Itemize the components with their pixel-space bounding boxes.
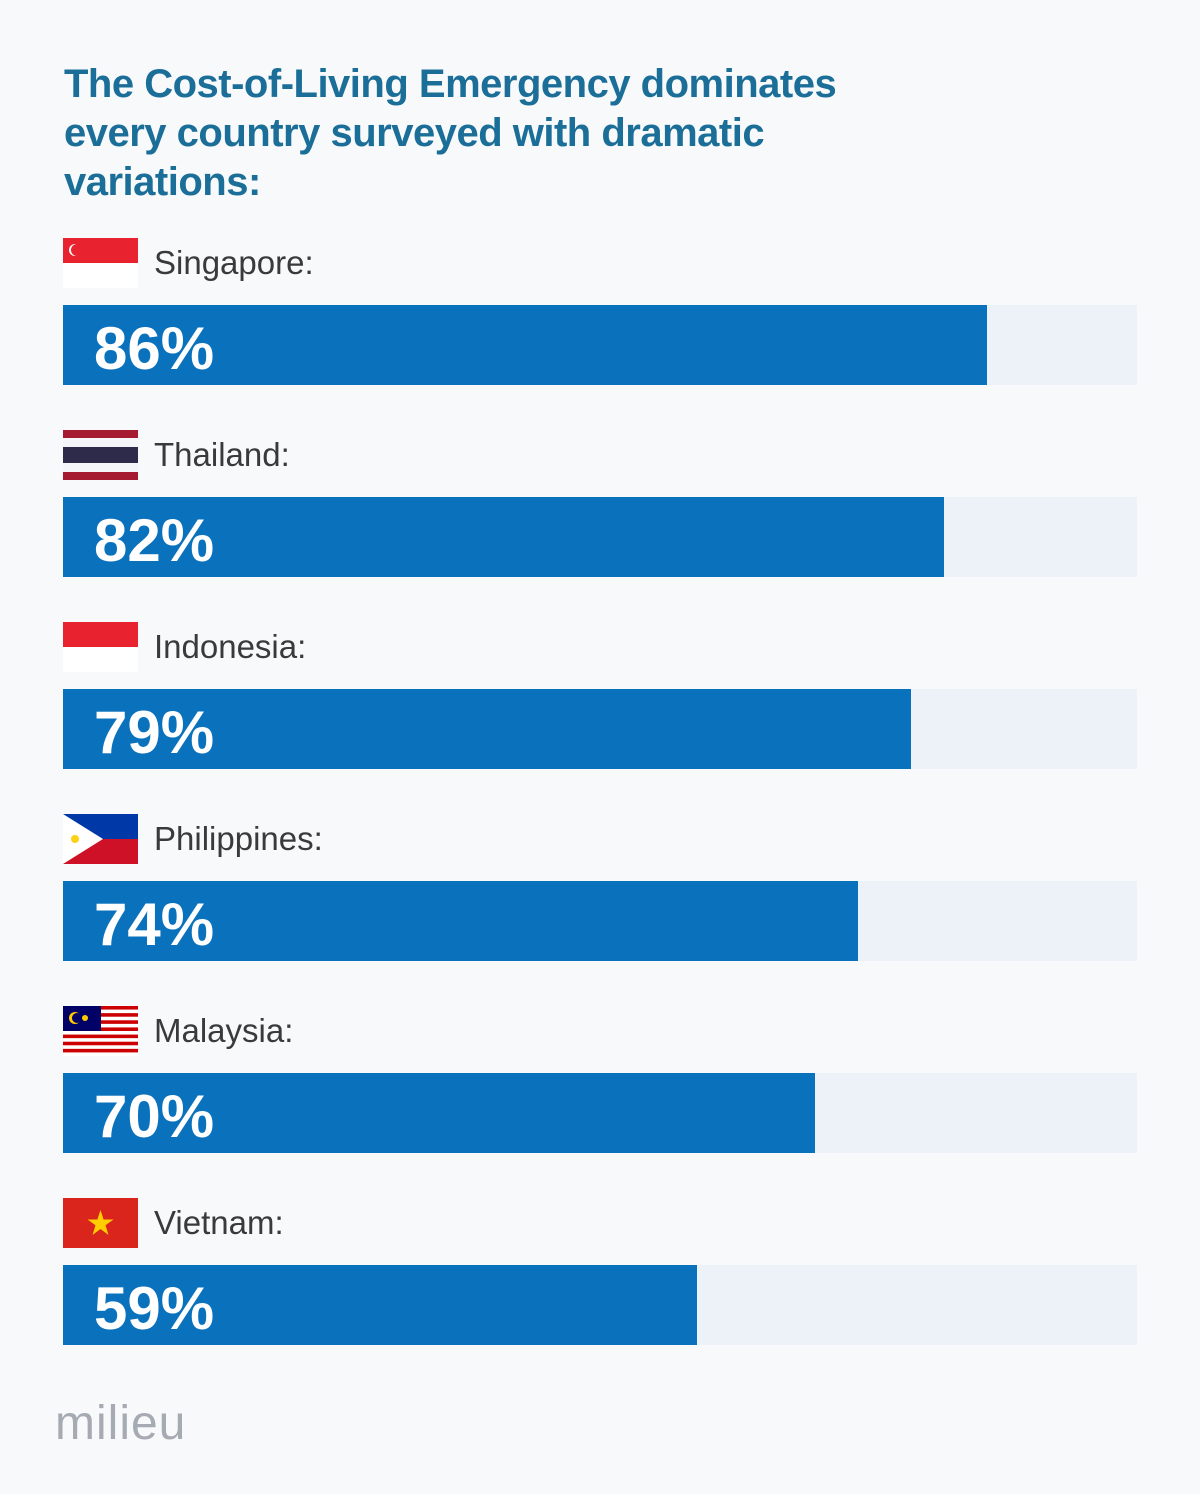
bar-row: Indonesia: 79% <box>63 622 1137 772</box>
value-label: 79% <box>94 699 215 766</box>
singapore-flag-icon <box>63 238 138 288</box>
country-label: Singapore: <box>154 244 314 281</box>
country-label: Thailand: <box>154 436 290 473</box>
country-label: Philippines: <box>154 820 323 857</box>
philippines-flag-icon <box>63 814 138 864</box>
malaysia-flag-icon <box>63 1006 138 1056</box>
bar <box>63 1073 815 1153</box>
bar-row: Thailand: 82% <box>63 430 1137 580</box>
bar-track: 70% <box>63 1073 1137 1153</box>
value-label: 86% <box>94 315 215 382</box>
vietnam-flag-icon <box>63 1198 138 1248</box>
value-label: 70% <box>94 1083 215 1150</box>
bar <box>63 497 944 577</box>
country-label: Vietnam: <box>154 1204 284 1241</box>
bar-row: Philippines: 74% <box>63 814 1137 964</box>
indonesia-flag-icon <box>63 622 138 672</box>
milieu-logo: milieu <box>55 1397 187 1450</box>
bar-track: 74% <box>63 881 1137 961</box>
bar-track: 59% <box>63 1265 1137 1345</box>
bar-track: 79% <box>63 689 1137 769</box>
value-label: 82% <box>94 507 215 574</box>
country-label: Malaysia: <box>154 1012 294 1049</box>
bar <box>63 305 987 385</box>
bar <box>63 881 858 961</box>
bar-track: 82% <box>63 497 1137 577</box>
thailand-flag-icon <box>63 430 138 480</box>
bar-row: Singapore: 86% <box>63 238 1137 388</box>
country-label: Indonesia: <box>154 628 307 665</box>
chart-title: The Cost-of-Living Emergency dominates e… <box>64 62 837 204</box>
bar-row: Malaysia: 70% <box>63 1006 1137 1156</box>
bar <box>63 1265 697 1345</box>
bar-row: Vietnam: 59% <box>63 1198 1137 1348</box>
bar-track: 86% <box>63 305 1137 385</box>
value-label: 59% <box>94 1275 215 1342</box>
value-label: 74% <box>94 891 215 958</box>
bar <box>63 689 912 769</box>
